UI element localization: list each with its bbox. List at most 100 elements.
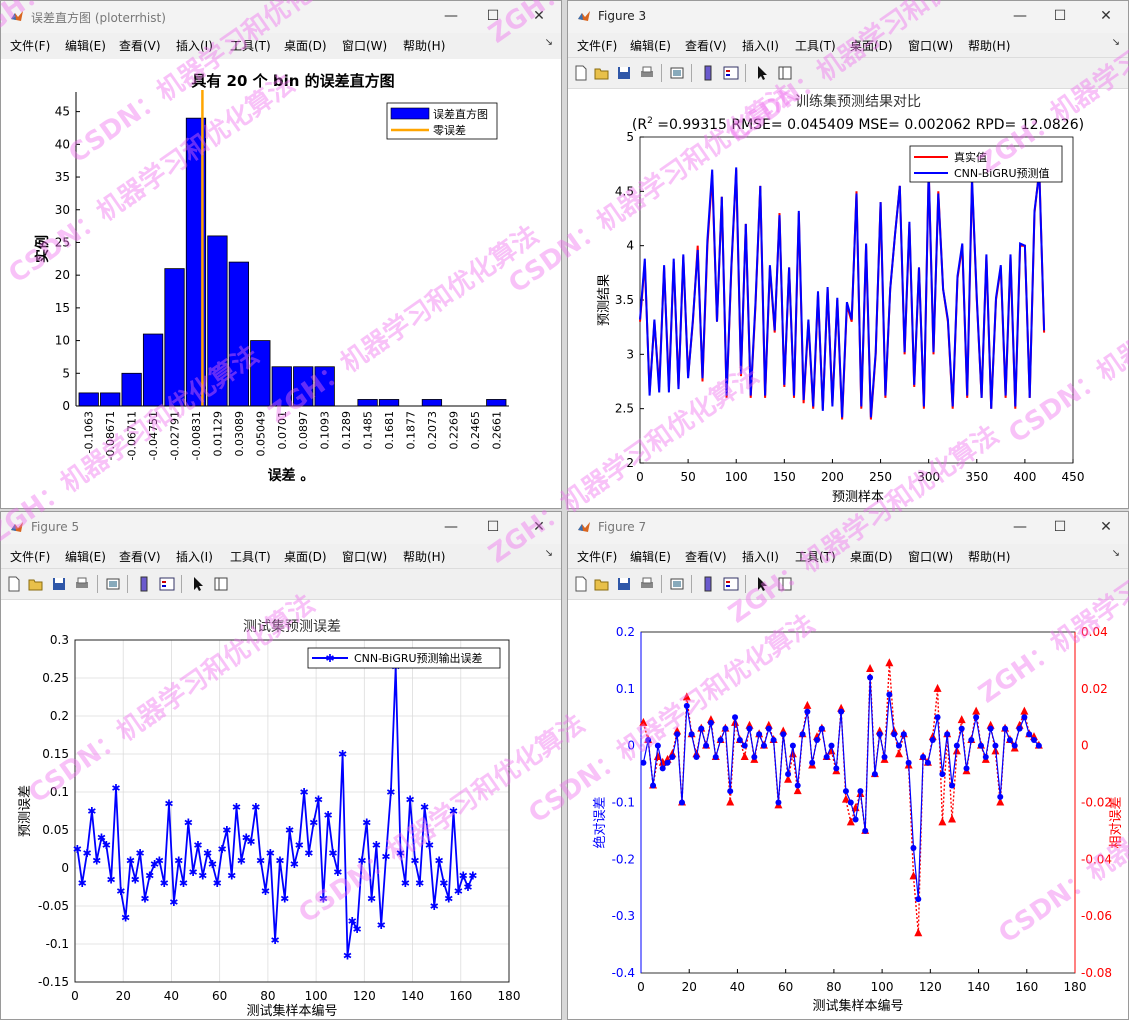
menu-edit[interactable]: 编辑(E) (630, 39, 671, 53)
menu-view[interactable]: 查看(V) (685, 39, 727, 53)
close-button[interactable]: ✕ (533, 519, 545, 535)
title-bar[interactable]: 误差直方图 (ploterrhist) — ☐ ✕ (1, 1, 561, 33)
menu-insert[interactable]: 插入(I) (742, 550, 779, 564)
maximize-button[interactable]: ☐ (486, 519, 500, 535)
save-icon[interactable] (615, 64, 633, 82)
title-bar[interactable]: Figure 3 — ☐ ✕ (568, 1, 1128, 33)
menu-file[interactable]: 文件(F) (577, 39, 618, 53)
new-figure-icon[interactable] (572, 64, 590, 82)
new-figure-icon[interactable] (5, 575, 23, 593)
data-marker: ✱ (299, 786, 308, 799)
print-icon[interactable] (638, 64, 656, 82)
histogram-bar (293, 366, 314, 407)
menu-help[interactable]: 帮助(H) (968, 550, 1011, 564)
menu-tools[interactable]: 工具(T) (230, 550, 271, 564)
close-button[interactable]: ✕ (1100, 519, 1112, 535)
menu-overflow-icon[interactable]: ↘ (1111, 37, 1120, 48)
absolute-error-marker (953, 742, 960, 749)
menu-desktop[interactable]: 桌面(D) (850, 39, 893, 53)
legend-icon[interactable] (722, 575, 740, 593)
close-button[interactable]: ✕ (1100, 8, 1112, 24)
menu-file[interactable]: 文件(F) (10, 550, 51, 564)
relative-error-marker (803, 700, 812, 709)
save-icon[interactable] (615, 575, 633, 593)
menu-window[interactable]: 窗口(W) (908, 550, 954, 564)
absolute-error-marker (765, 725, 772, 732)
menu-overflow-icon[interactable]: ↘ (544, 37, 553, 48)
menu-view[interactable]: 查看(V) (119, 39, 161, 53)
window-figure-5: Figure 5 — ☐ ✕ 文件(F) 编辑(E) 查看(V) 插入(I) 工… (0, 511, 562, 1020)
legend-icon[interactable] (722, 64, 740, 82)
menu-help[interactable]: 帮助(H) (403, 39, 446, 53)
legend-icon[interactable] (158, 575, 176, 593)
minimize-button[interactable]: — (1013, 8, 1027, 24)
x-tick-label: 250 (869, 470, 892, 484)
menu-insert[interactable]: 插入(I) (176, 39, 213, 53)
menu-window[interactable]: 窗口(W) (342, 39, 388, 53)
menu-file[interactable]: 文件(F) (10, 39, 51, 53)
link-plot-icon[interactable] (668, 64, 686, 82)
colorbar-icon[interactable] (699, 64, 717, 82)
legend-label: CNN-BiGRU预测输出误差 (354, 651, 483, 665)
close-button[interactable]: ✕ (533, 8, 545, 24)
link-plot-icon[interactable] (668, 575, 686, 593)
colorbar-icon[interactable] (699, 575, 717, 593)
title-bar[interactable]: Figure 5 — ☐ ✕ (1, 512, 561, 544)
menu-help[interactable]: 帮助(H) (403, 550, 446, 564)
maximize-button[interactable]: ☐ (1053, 519, 1067, 535)
menu-desktop[interactable]: 桌面(D) (284, 550, 327, 564)
x-tick-label: 150 (773, 470, 796, 484)
x-tick-label: 120 (919, 980, 942, 994)
menu-insert[interactable]: 插入(I) (176, 550, 213, 564)
menu-edit[interactable]: 编辑(E) (630, 550, 671, 564)
property-inspector-icon[interactable] (776, 64, 794, 82)
menu-insert[interactable]: 插入(I) (742, 39, 779, 53)
edit-plot-cursor-icon[interactable] (753, 575, 771, 593)
menu-tools[interactable]: 工具(T) (230, 39, 271, 53)
menu-window[interactable]: 窗口(W) (908, 39, 954, 53)
y-tick-label: 10 (55, 334, 70, 348)
menu-edit[interactable]: 编辑(E) (65, 39, 106, 53)
property-inspector-icon[interactable] (776, 575, 794, 593)
x-tick-label: 0.1289 (340, 411, 353, 450)
menu-desktop[interactable]: 桌面(D) (284, 39, 327, 53)
title-bar[interactable]: Figure 7 — ☐ ✕ (568, 512, 1128, 544)
minimize-button[interactable]: — (444, 8, 458, 24)
data-marker: ✱ (174, 854, 183, 867)
absolute-error-marker (1002, 725, 1009, 732)
save-icon[interactable] (50, 575, 68, 593)
absolute-error-marker (842, 788, 849, 795)
print-icon[interactable] (73, 575, 91, 593)
menu-view[interactable]: 查看(V) (119, 550, 161, 564)
x-tick-label: 0.0897 (297, 411, 310, 450)
minimize-button[interactable]: — (444, 519, 458, 535)
menu-desktop[interactable]: 桌面(D) (850, 550, 893, 564)
data-marker: ✱ (309, 816, 318, 829)
menu-help[interactable]: 帮助(H) (968, 39, 1011, 53)
data-marker: ✱ (131, 873, 140, 886)
link-plot-icon[interactable] (104, 575, 122, 593)
property-inspector-icon[interactable] (212, 575, 230, 593)
menu-overflow-icon[interactable]: ↘ (544, 548, 553, 559)
colorbar-icon[interactable] (135, 575, 153, 593)
menu-file[interactable]: 文件(F) (577, 550, 618, 564)
maximize-button[interactable]: ☐ (1053, 8, 1067, 24)
maximize-button[interactable]: ☐ (486, 8, 500, 24)
edit-plot-cursor-icon[interactable] (189, 575, 207, 593)
menu-tools[interactable]: 工具(T) (795, 550, 836, 564)
data-marker: ✱ (328, 847, 337, 860)
print-icon[interactable] (638, 575, 656, 593)
open-file-icon[interactable] (27, 575, 45, 593)
minimize-button[interactable]: — (1013, 519, 1027, 535)
menu-window[interactable]: 窗口(W) (342, 550, 388, 564)
menu-overflow-icon[interactable]: ↘ (1111, 548, 1120, 559)
menu-view[interactable]: 查看(V) (685, 550, 727, 564)
open-file-icon[interactable] (593, 64, 611, 82)
new-figure-icon[interactable] (572, 575, 590, 593)
y-right-tick-label: 0 (1081, 739, 1089, 753)
data-marker: ✱ (343, 949, 352, 962)
edit-plot-cursor-icon[interactable] (753, 64, 771, 82)
menu-tools[interactable]: 工具(T) (795, 39, 836, 53)
open-file-icon[interactable] (593, 575, 611, 593)
menu-edit[interactable]: 编辑(E) (65, 550, 106, 564)
